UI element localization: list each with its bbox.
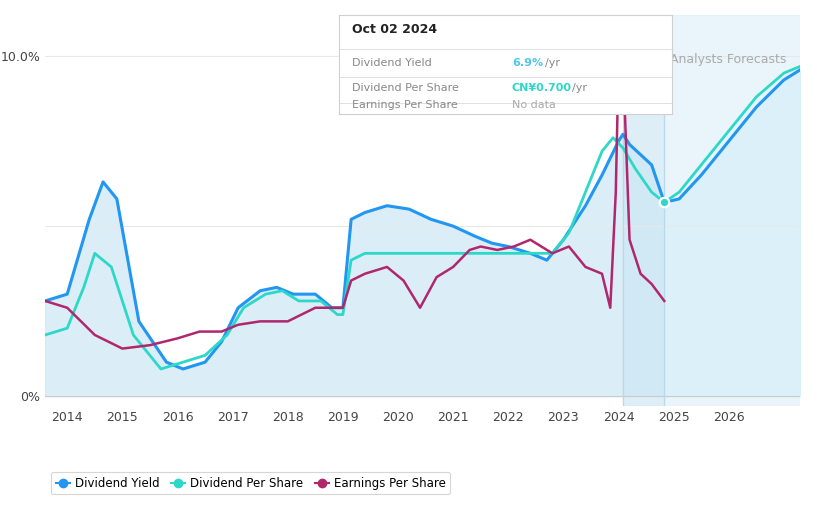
Text: /yr: /yr <box>545 58 560 68</box>
Text: Analysts Forecasts: Analysts Forecasts <box>670 53 787 66</box>
Text: /yr: /yr <box>572 83 587 92</box>
Point <box>658 198 671 206</box>
Text: Earnings Per Share: Earnings Per Share <box>352 101 458 110</box>
Text: Dividend Yield: Dividend Yield <box>352 58 432 68</box>
Legend: Dividend Yield, Dividend Per Share, Earnings Per Share: Dividend Yield, Dividend Per Share, Earn… <box>51 472 451 494</box>
Text: No data: No data <box>512 101 556 110</box>
Polygon shape <box>664 15 800 406</box>
Polygon shape <box>623 15 664 406</box>
Text: CN¥0.700: CN¥0.700 <box>512 83 572 92</box>
Text: Past: Past <box>631 53 662 66</box>
Text: 6.9%: 6.9% <box>512 58 544 68</box>
Text: Oct 02 2024: Oct 02 2024 <box>352 23 438 36</box>
Text: Dividend Per Share: Dividend Per Share <box>352 83 459 92</box>
Point <box>658 198 671 206</box>
